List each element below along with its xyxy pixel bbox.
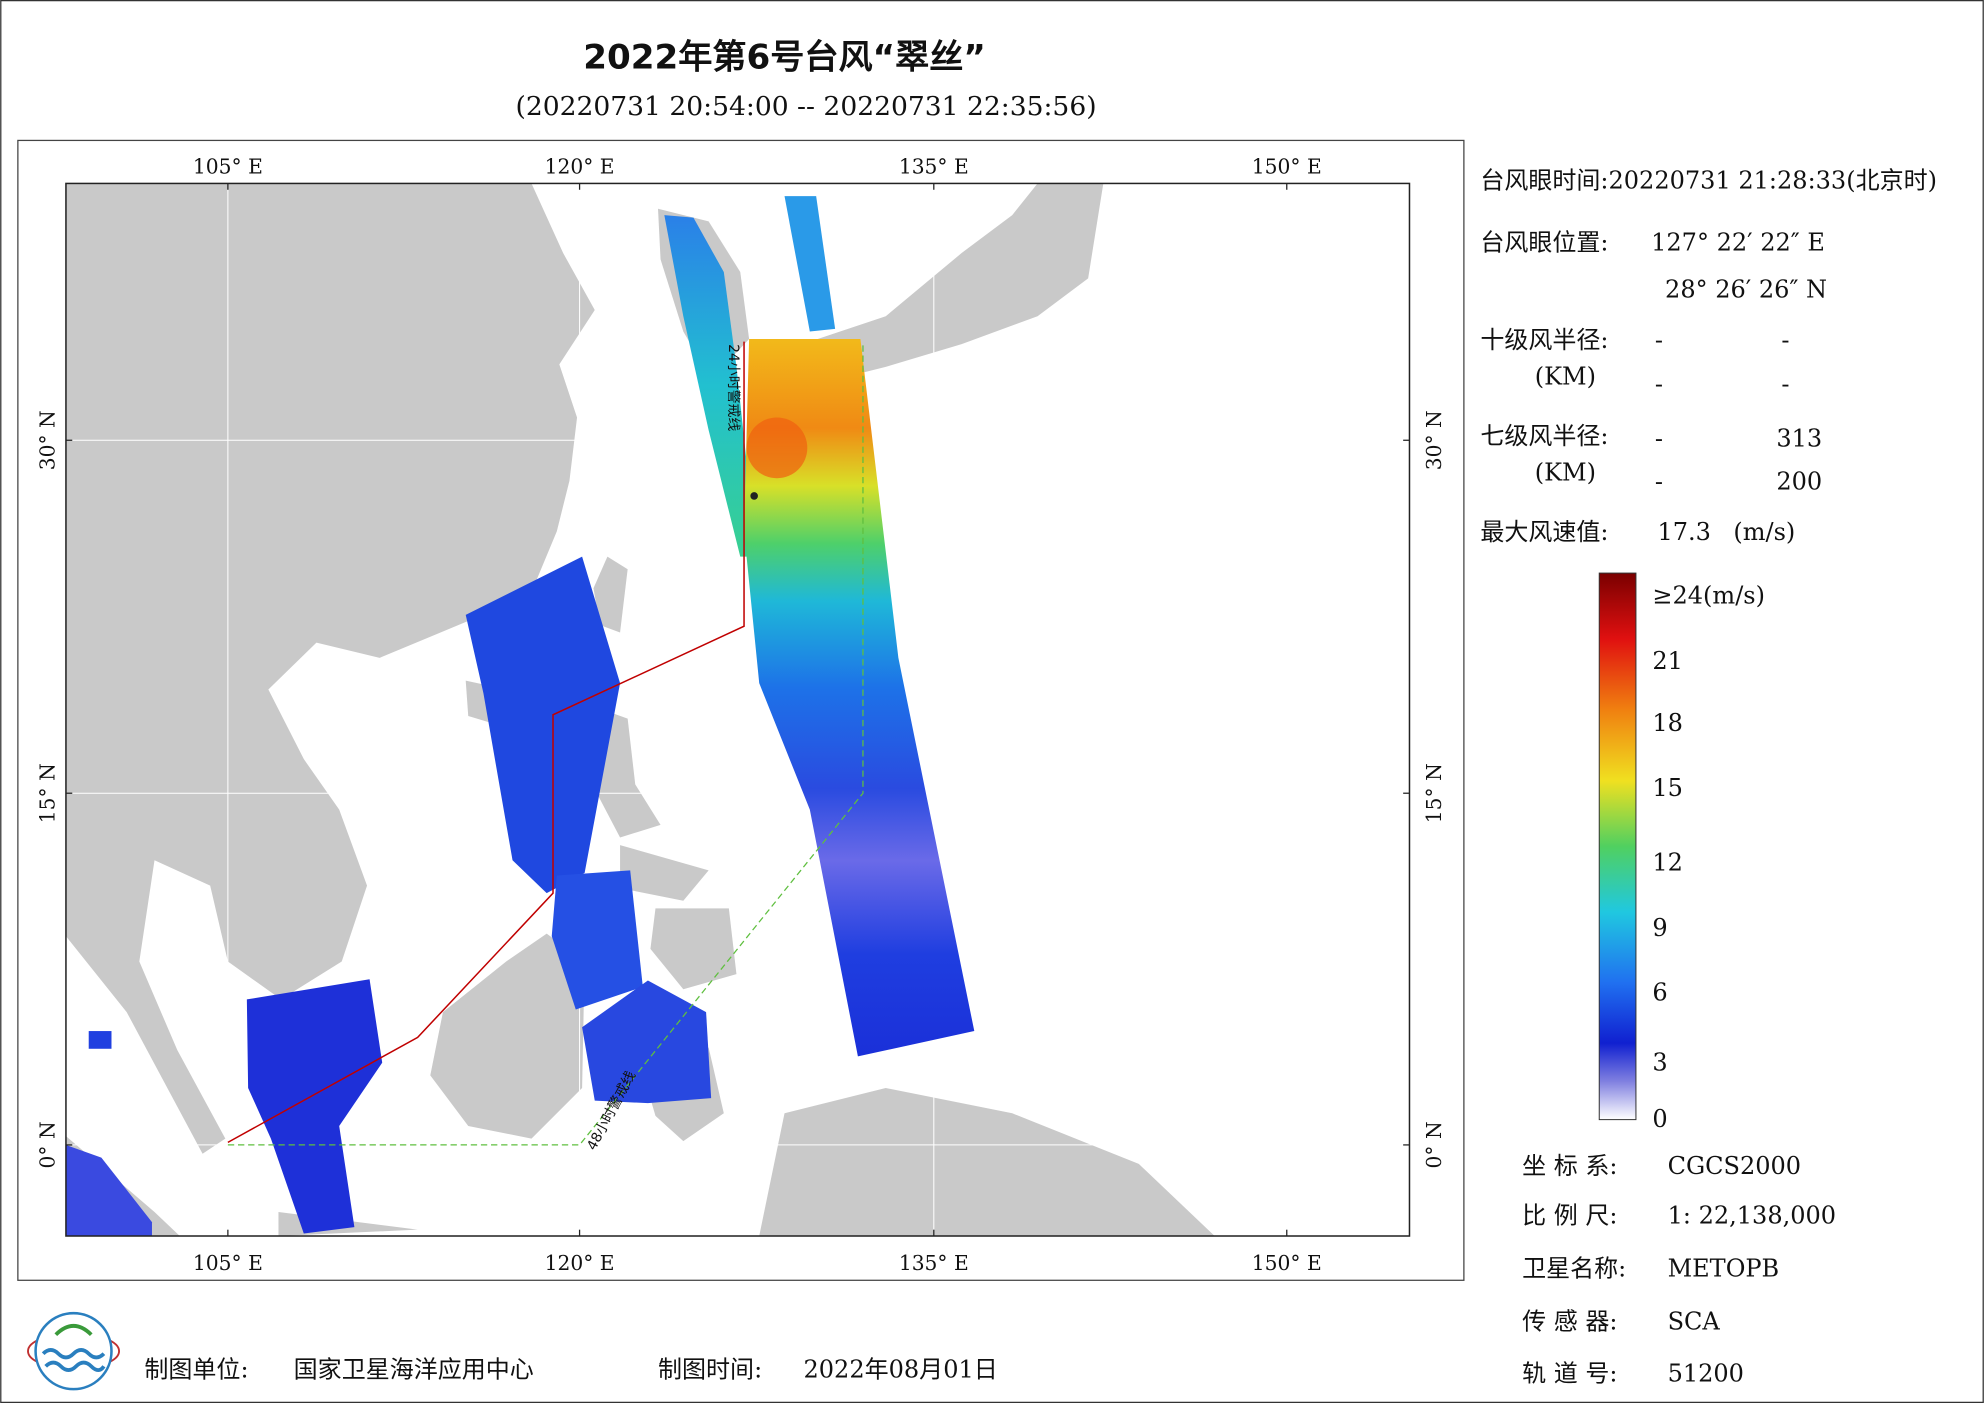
swath-north <box>664 215 757 557</box>
meta-value: CGCS2000 <box>1668 1152 1802 1180</box>
swath-east <box>744 339 975 1057</box>
r10-value: - <box>1655 370 1663 398</box>
colorbar-label: 6 <box>1652 979 1667 1007</box>
lat-label-left: 15° N <box>36 763 60 823</box>
swath-patch <box>88 1031 112 1049</box>
lat-label-right: 30° N <box>1422 410 1446 470</box>
r7-value: - <box>1655 468 1663 496</box>
eye-time: 台风眼时间:20220731 21:28:33(北京时) <box>1480 167 1937 195</box>
mainland <box>65 183 595 1154</box>
footer-unit: 国家卫星海洋应用中心 <box>294 1356 534 1384</box>
lon-label-bottom: 135° E <box>899 1251 969 1275</box>
r10-value: - <box>1781 326 1789 354</box>
colorbar-labels: ≥24(m/s) 21 18 15 12 9 6 3 0 <box>1652 581 1765 1133</box>
eye-lon: 127° 22′ 22″ E <box>1651 228 1825 256</box>
taiwan <box>593 556 628 633</box>
r7-value: 313 <box>1776 425 1822 453</box>
footer-time-label: 制图时间: <box>658 1356 762 1384</box>
meta-label: 传 感 器: <box>1522 1308 1617 1336</box>
swath-west <box>465 556 621 894</box>
lon-label-top: 105° E <box>193 154 263 178</box>
borneo <box>430 933 585 1139</box>
meta-label: 卫星名称: <box>1522 1254 1626 1282</box>
max-wind-value: 17.3 <box>1657 518 1710 546</box>
swath-north-east <box>784 196 836 332</box>
footer-time: 2022年08月01日 <box>803 1356 997 1384</box>
r10-value: - <box>1655 326 1663 354</box>
lat-label-right: 15° N <box>1422 763 1446 823</box>
warning-line-24h <box>227 341 745 1144</box>
colorbar-label: 12 <box>1652 848 1683 876</box>
new-guinea <box>759 1087 1215 1237</box>
typhoon-eye <box>750 492 758 500</box>
r7-label: 七级风半径: <box>1480 422 1608 450</box>
meta-value: 1: 22,138,000 <box>1668 1201 1837 1229</box>
r7-value: 200 <box>1776 468 1822 496</box>
subtitle: (20220731 20:54:00 -- 20220731 22:35:56) <box>515 91 1096 122</box>
lat-label-left: 0° N <box>36 1121 60 1168</box>
high-wind-core <box>746 417 808 479</box>
eye-position-label: 台风眼位置: <box>1480 228 1608 256</box>
info-panel: 台风眼时间:20220731 21:28:33(北京时) 台风眼位置: 127°… <box>1480 167 1937 547</box>
graticule <box>65 183 1410 1237</box>
colorbar-label: 0 <box>1652 1105 1667 1133</box>
km-label: (KM) <box>1535 363 1596 391</box>
visayas <box>620 845 709 901</box>
colorbar-label: 21 <box>1652 647 1683 675</box>
axis-labels: 105° E 105° E 120° E 120° E 135° E 135° E 150°… <box>36 154 1447 1275</box>
meta-label: 比 例 尺: <box>1522 1201 1617 1229</box>
title: 2022年第6号台风“翠丝” <box>583 37 986 77</box>
map-border <box>65 182 1411 1237</box>
meta-label: 坐 标 系: <box>1522 1152 1617 1180</box>
map: 24小时警戒线 48小时警戒线 <box>65 183 1410 1237</box>
swath-sumatra <box>65 1144 152 1237</box>
colorbar <box>1598 572 1637 1121</box>
swath-sulu <box>551 870 643 1010</box>
map-metadata: 坐 标 系: CGCS2000 比 例 尺: 1: 22,138,000 卫星名称: ME… <box>1522 1152 1836 1387</box>
warning-label-24h: 24小时警戒线 <box>725 344 741 431</box>
r10-label: 十级风半径: <box>1480 326 1608 354</box>
colorbar-label: ≥24(m/s) <box>1652 581 1765 609</box>
r10-value: - <box>1781 370 1789 398</box>
max-wind-label: 最大风速值: <box>1480 518 1608 546</box>
meta-value: SCA <box>1668 1308 1721 1336</box>
max-wind-unit: (m/s) <box>1733 518 1795 546</box>
colorbar-label: 15 <box>1652 774 1683 802</box>
warning-line-48h <box>227 341 864 1146</box>
meta-label: 轨 道 号: <box>1522 1359 1617 1387</box>
footer-unit-label: 制图单位: <box>144 1356 248 1384</box>
mindanao <box>650 908 737 990</box>
wind-swaths <box>65 196 975 1237</box>
colorbar-label: 9 <box>1652 914 1667 942</box>
lon-label-top: 120° E <box>545 154 615 178</box>
r7-value: - <box>1655 425 1663 453</box>
lon-label-top: 135° E <box>899 154 969 178</box>
km-label: (KM) <box>1535 459 1596 487</box>
lon-label-bottom: 120° E <box>545 1251 615 1275</box>
colorbar-label: 3 <box>1652 1048 1667 1076</box>
meta-value: 51200 <box>1668 1359 1744 1387</box>
lon-label-bottom: 105° E <box>193 1251 263 1275</box>
colorbar-label: 18 <box>1652 709 1683 737</box>
swath-celebes <box>582 980 712 1104</box>
lat-label-left: 30° N <box>36 410 60 470</box>
lat-label-right: 0° N <box>1422 1121 1446 1168</box>
swath-south-china-sea <box>246 979 383 1234</box>
lon-label-top: 150° E <box>1252 154 1322 178</box>
eye-lat: 28° 26′ 26″ N <box>1665 275 1827 303</box>
logo <box>27 1311 121 1391</box>
meta-value: METOPB <box>1668 1254 1780 1282</box>
lon-label-bottom: 150° E <box>1252 1251 1322 1275</box>
